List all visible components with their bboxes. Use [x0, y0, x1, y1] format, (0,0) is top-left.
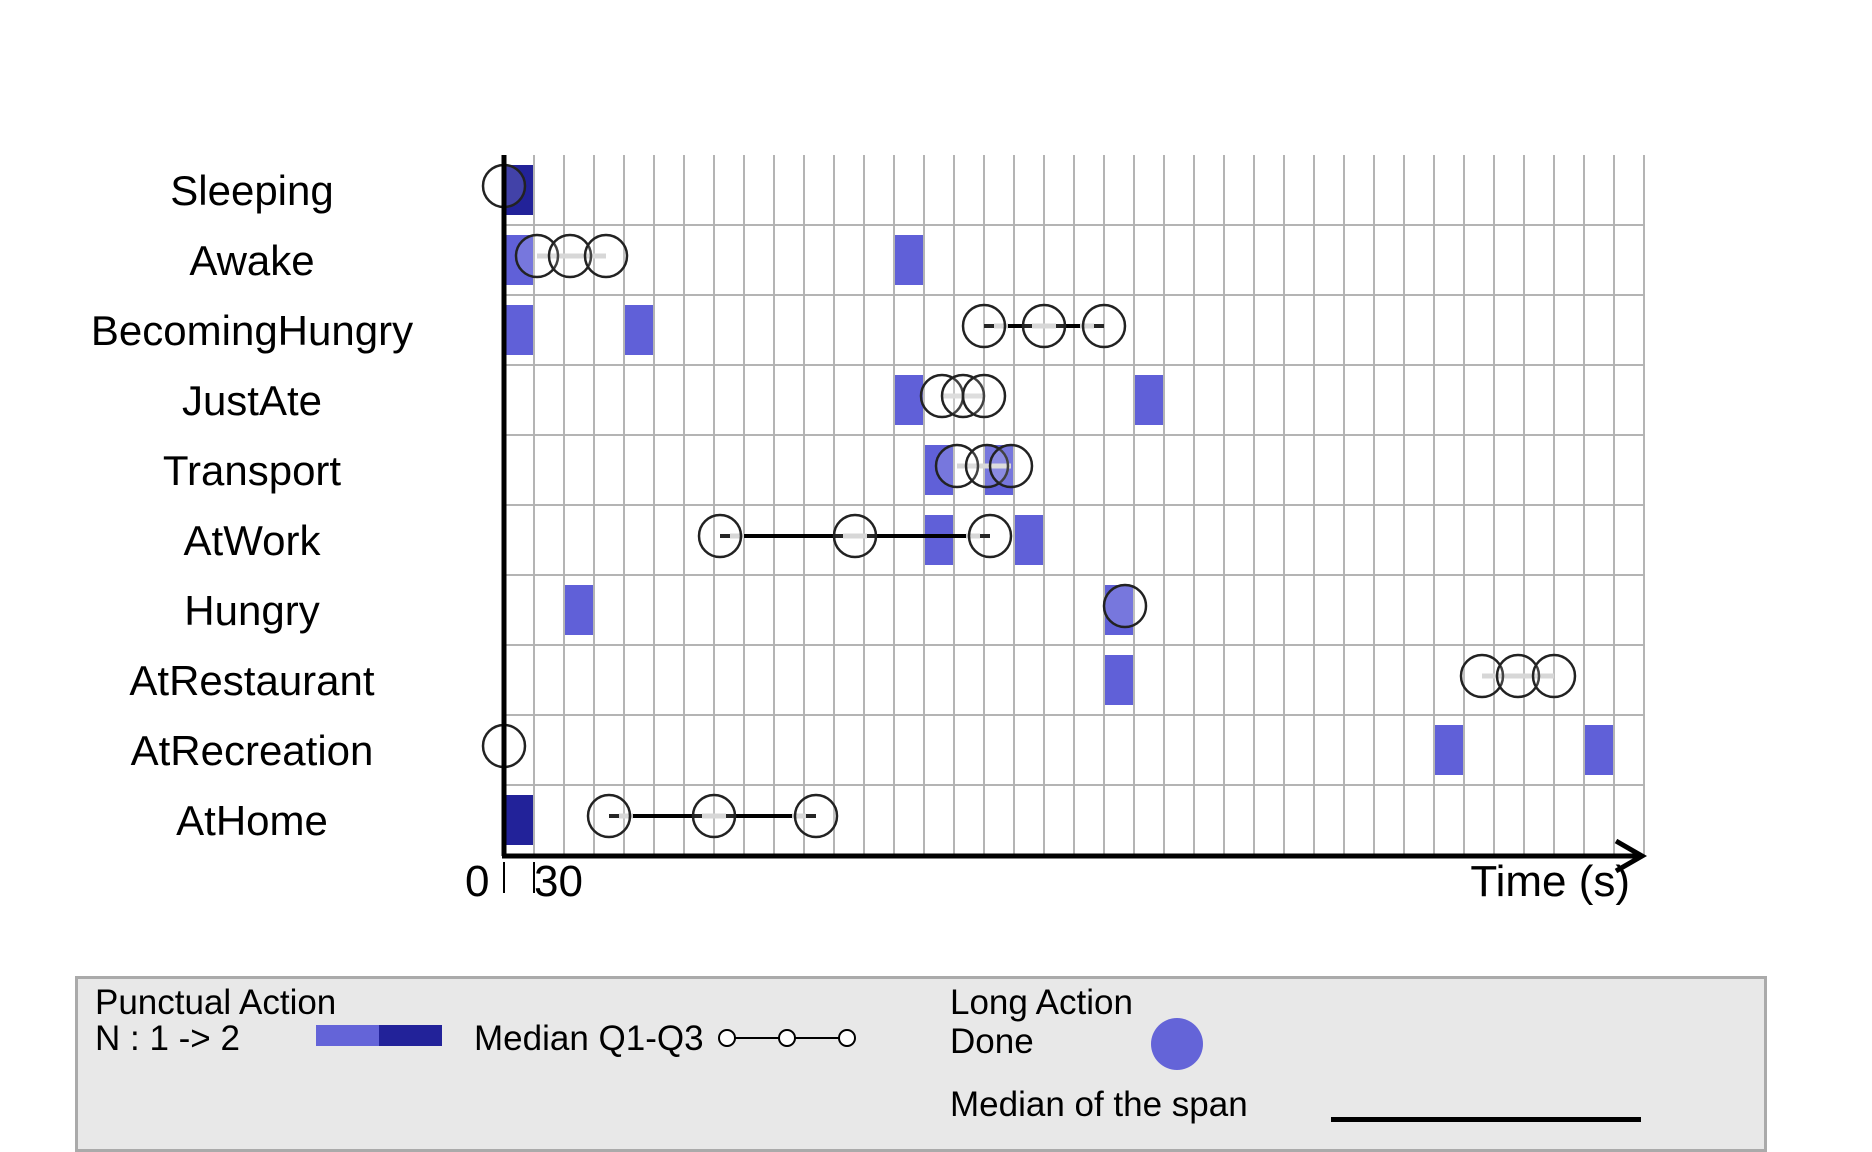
legend-q3-circle — [838, 1029, 856, 1047]
punctual-action-bar — [505, 305, 533, 355]
long-action-q3 — [793, 793, 839, 839]
long-action-median — [1495, 653, 1541, 699]
legend-long-title: Long Action — [950, 983, 1133, 1022]
legend-punctual-scale: N : 1 -> 2 — [95, 1019, 240, 1058]
x-axis-arrow — [1614, 838, 1648, 874]
long-action-q3 — [967, 513, 1013, 559]
long-action-median — [964, 443, 1010, 489]
timeline-chart: Sleeping Awake BecomingHungry JustAte Transp… — [91, 155, 1648, 906]
legend: Punctual Action N : 1 -> 2 Median Q1-Q3 … — [75, 976, 1767, 1152]
x-axis-title: Time (s) — [1470, 857, 1630, 906]
long-action-q1 — [1459, 653, 1505, 699]
legend-median-span-line — [1331, 1117, 1641, 1122]
long-action-median — [691, 793, 737, 839]
punctual-action-bar — [1105, 655, 1133, 705]
punctual-action-bar — [565, 585, 593, 635]
punctual-action-bar — [1435, 725, 1463, 775]
row-label: Sleeping — [170, 167, 333, 214]
punctual-action-bar — [505, 795, 533, 845]
legend-median-label: Median Q1-Q3 — [474, 1019, 704, 1058]
punctual-action-bar — [1135, 375, 1163, 425]
axes: 0 30 Time (s) — [465, 155, 1648, 906]
legend-median-circle — [778, 1029, 796, 1047]
long-action-q1 — [514, 233, 560, 279]
row-label: BecomingHungry — [91, 307, 413, 354]
long-action-q3 — [583, 233, 629, 279]
punctual-action-bar — [1585, 725, 1613, 775]
legend-done-label: Done — [950, 1022, 1034, 1061]
long-action-median — [832, 513, 878, 559]
legend-median-span-label: Median of the span — [950, 1085, 1248, 1124]
punctual-action-bar — [925, 515, 953, 565]
row-label: AtWork — [184, 517, 322, 564]
punctual-action-bar — [625, 305, 653, 355]
long-action-q1 — [697, 513, 743, 559]
long-action-q3 — [988, 443, 1034, 489]
long-action-q3 — [961, 373, 1007, 419]
x-tick-label-30: 30 — [534, 857, 583, 906]
long-action-median — [1021, 303, 1067, 349]
x-tick-label-0: 0 — [465, 857, 489, 906]
punctual-action-bar — [895, 235, 923, 285]
long-actions — [481, 163, 1577, 839]
legend-q1-circle — [718, 1029, 736, 1047]
row-label: Transport — [163, 447, 342, 494]
legend-median-glyph — [718, 1029, 856, 1047]
punctual-action-bar — [895, 375, 923, 425]
long-action-q1 — [961, 303, 1007, 349]
legend-punctual-title: Punctual Action — [95, 983, 337, 1022]
row-label: JustAte — [182, 377, 322, 424]
legend-punctual-swatch-light — [316, 1025, 379, 1046]
legend-done-dot — [1151, 1018, 1203, 1070]
legend-punctual-swatch-dark — [379, 1025, 442, 1046]
long-action-q1 — [586, 793, 632, 839]
long-action-median — [547, 233, 593, 279]
long-action-q3 — [1531, 653, 1577, 699]
row-label: Awake — [189, 237, 314, 284]
row-label: AtRecreation — [131, 727, 374, 774]
punctual-action-bar — [1015, 515, 1043, 565]
row-label: AtRestaurant — [129, 657, 374, 704]
long-action-q3 — [1081, 303, 1127, 349]
row-labels: Sleeping Awake BecomingHungry JustAte Transp… — [91, 167, 413, 844]
row-label: Hungry — [184, 587, 319, 634]
long-action-median — [1102, 583, 1148, 629]
row-label: AtHome — [176, 797, 328, 844]
grid — [504, 155, 1645, 856]
